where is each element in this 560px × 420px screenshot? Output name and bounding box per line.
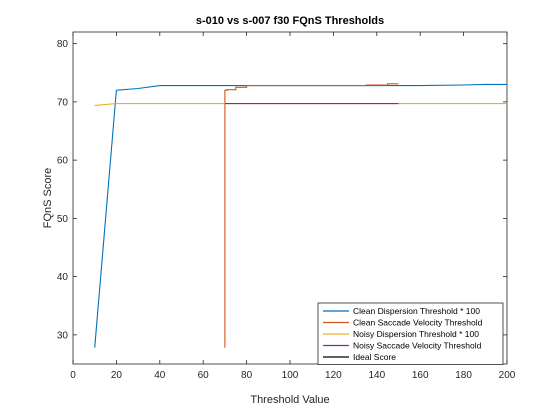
legend: Clean Dispersion Threshold * 100 Clean Sa… (317, 302, 504, 365)
x-tick-label: 140 (368, 370, 385, 381)
legend-entry: Noisy Saccade Velocity Threshold (353, 341, 482, 351)
y-tick-label: 40 (57, 272, 69, 283)
x-tick-label: 160 (412, 370, 429, 381)
series-line (224, 83, 399, 348)
legend-entry: Noisy Dispersion Threshold * 100 (353, 329, 479, 339)
y-tick-label: 70 (57, 97, 69, 108)
series-lines (94, 83, 507, 348)
x-tick-label: 20 (111, 370, 123, 381)
y-tick-label: 50 (57, 214, 69, 225)
x-tick-label: 60 (198, 370, 210, 381)
chart-title: s-010 vs s-007 f30 FQnS Thresholds (196, 15, 384, 27)
x-axis-label: Threshold Value (250, 394, 329, 406)
legend-entry: Clean Dispersion Threshold * 100 (353, 306, 480, 316)
x-tick-label: 80 (241, 370, 253, 381)
x-tick-label: 0 (70, 370, 76, 381)
y-tick-label: 30 (57, 330, 69, 341)
legend-entry: Clean Saccade Velocity Threshold (353, 318, 483, 328)
y-axis-label: FQnS Score (42, 168, 54, 229)
x-tick-label: 200 (499, 370, 516, 381)
y-tick-label: 80 (57, 39, 69, 50)
x-tick-label: 180 (455, 370, 472, 381)
x-tick-label: 100 (282, 370, 299, 381)
axis-ticks: 0 20 40 60 80 100 120 140 160 180 200 30 40 50 60 70 80 (57, 32, 516, 381)
x-tick-label: 40 (154, 370, 166, 381)
y-tick-label: 60 (57, 156, 69, 167)
legend-entry: Ideal Score (353, 352, 396, 362)
x-tick-label: 120 (325, 370, 342, 381)
